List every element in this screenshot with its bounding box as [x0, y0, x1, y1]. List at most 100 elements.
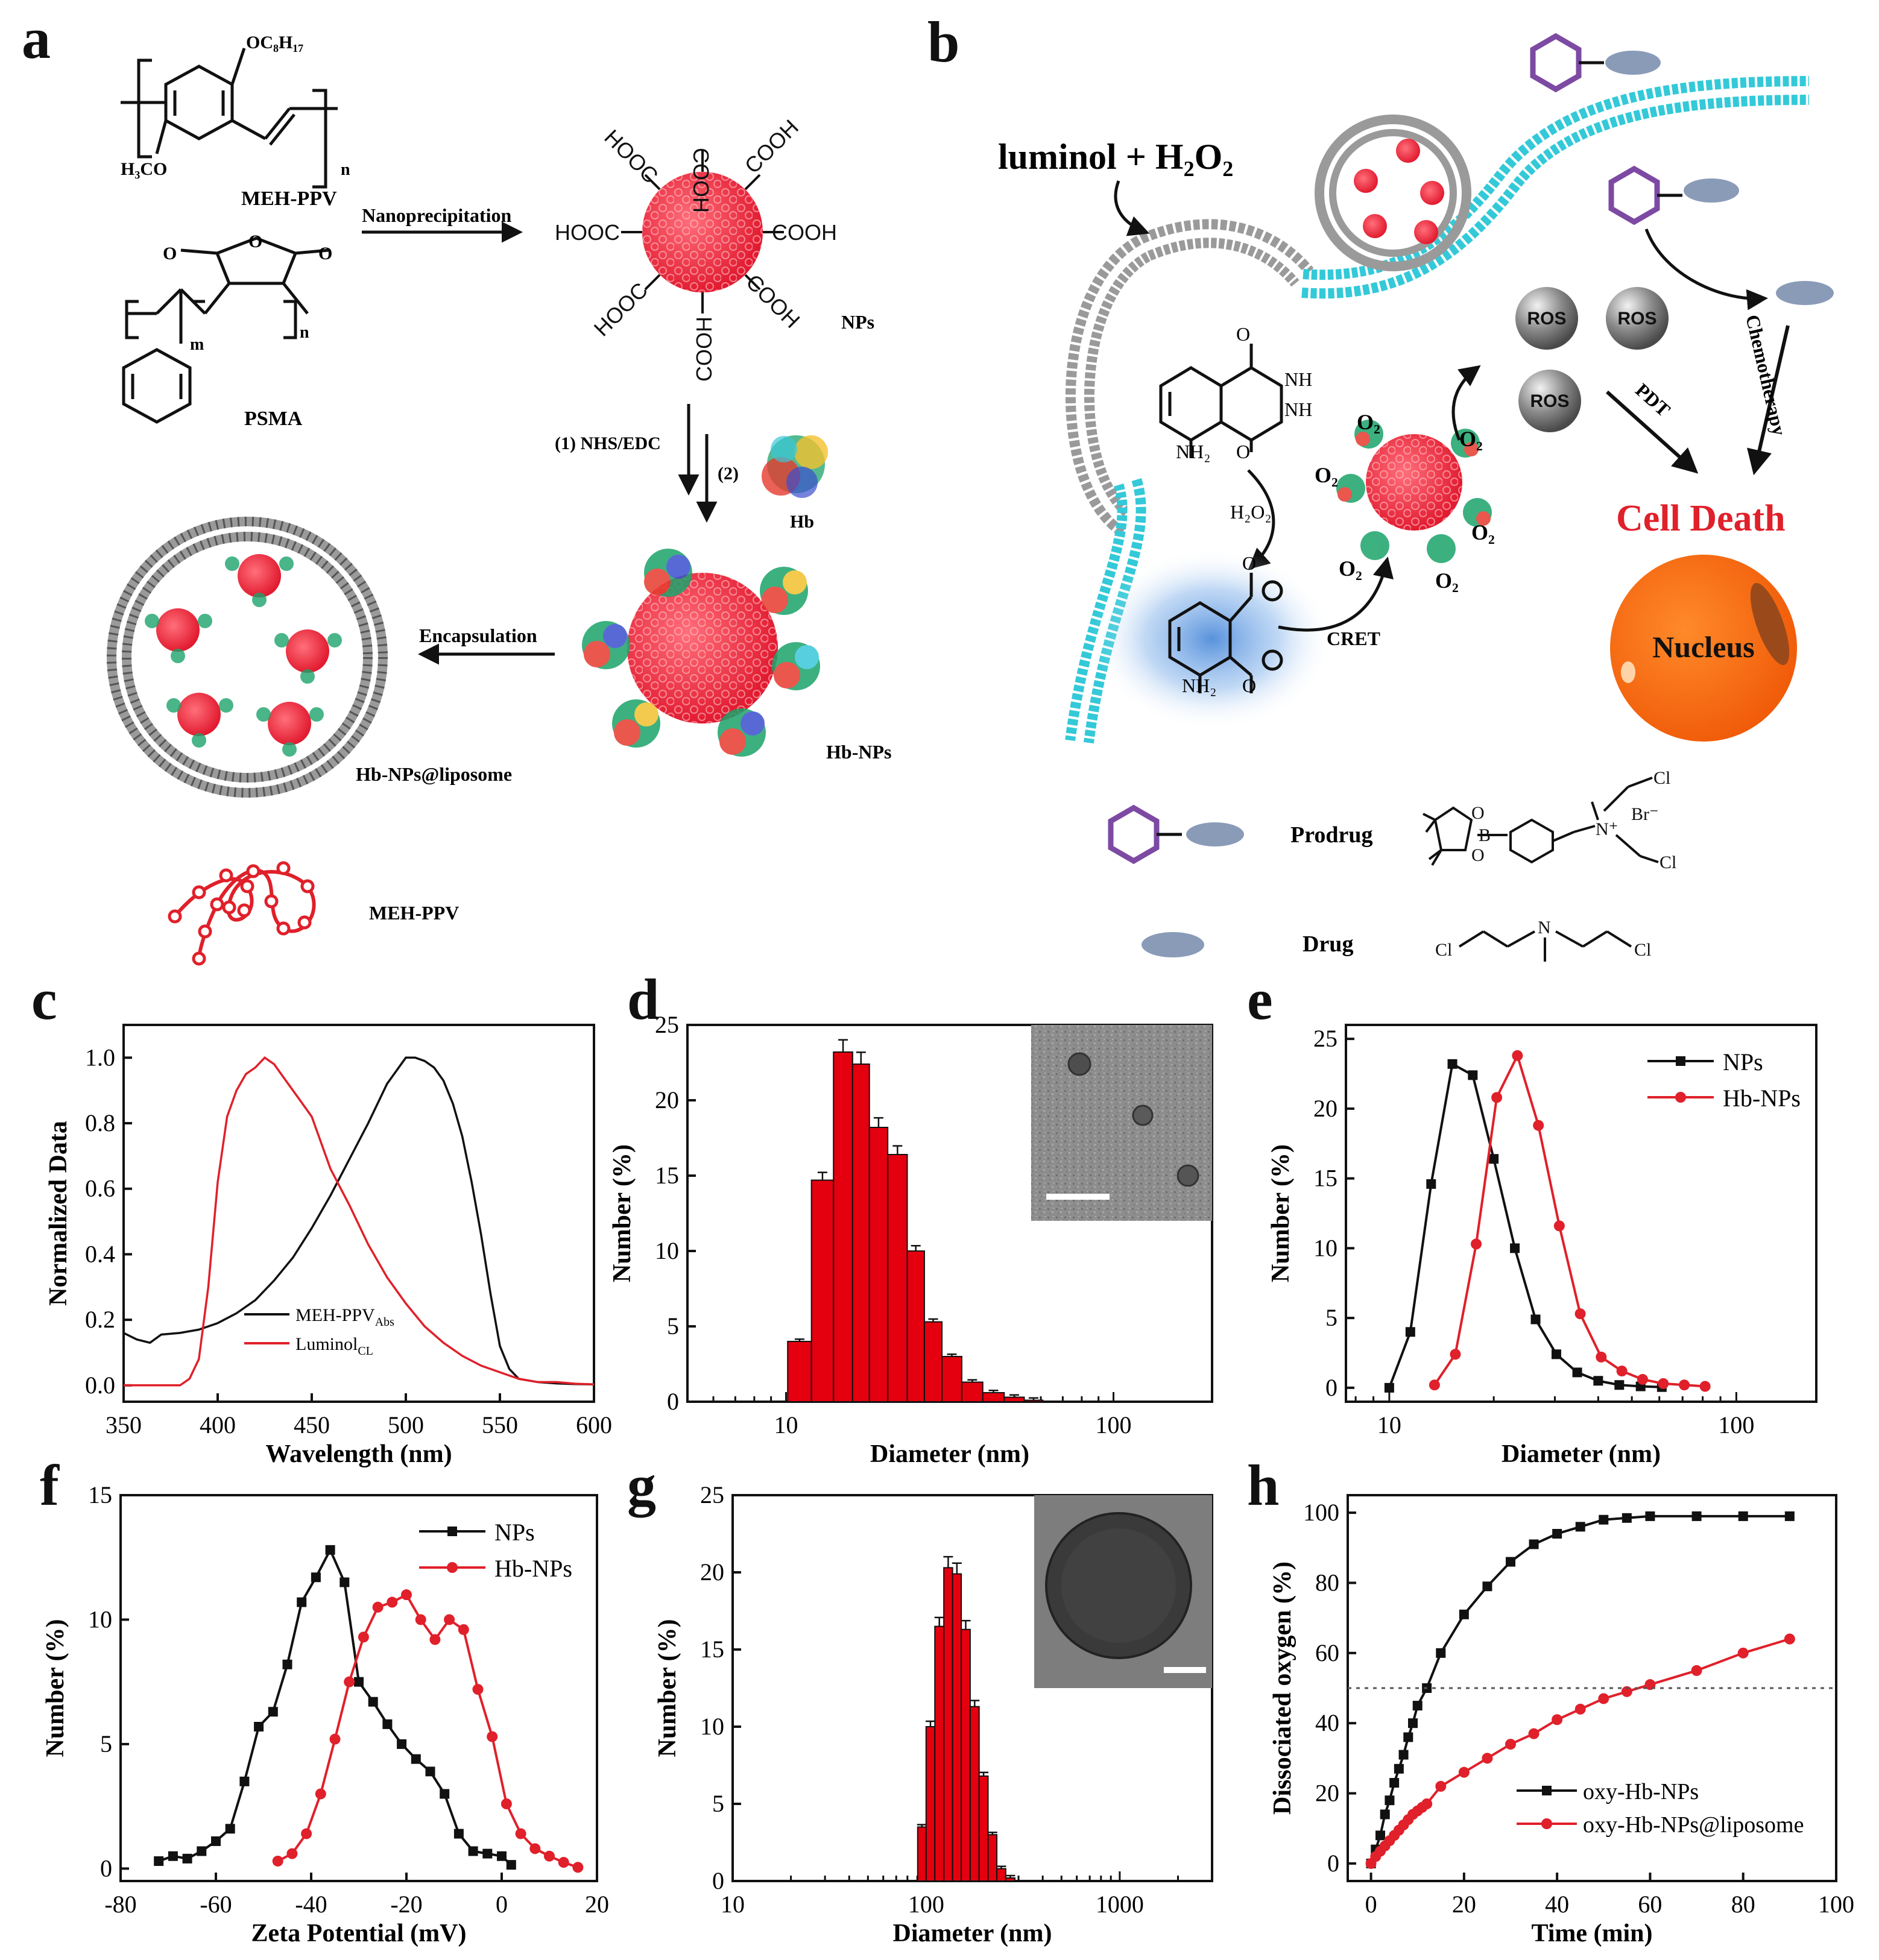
cooh-top: COOH [689, 148, 713, 213]
legend-label: LuminolCL [295, 1334, 373, 1358]
x-tick-label: -20 [390, 1891, 422, 1918]
data-point [572, 1862, 584, 1873]
data-point [1405, 1327, 1415, 1337]
pdt-label: PDT [1631, 379, 1675, 421]
data-point [1530, 1314, 1541, 1325]
x-tick-label: 10 [774, 1411, 798, 1438]
histogram-bar [987, 1834, 998, 1882]
data-point [387, 1596, 398, 1608]
x-tick-label: 10 [1377, 1411, 1401, 1438]
drug-structure [1458, 930, 1632, 962]
legend-label: MEH-PPVAbs [295, 1305, 394, 1329]
hb-label: Hb [790, 512, 814, 532]
data-point [297, 1597, 307, 1607]
data-point [197, 1846, 207, 1856]
y-tick-label: 20 [1315, 1780, 1339, 1807]
x-tick-label: 60 [1638, 1891, 1662, 1918]
aminophthalate-molecule [1168, 573, 1283, 693]
y-axis-label: Normalized Data [45, 1121, 72, 1306]
series-line [277, 1593, 579, 1869]
y-tick-label: 0 [100, 1854, 112, 1882]
cell-death-label: Cell Death [1616, 498, 1786, 539]
histogram-bar [923, 1321, 943, 1402]
data-point [1528, 1728, 1540, 1739]
legend-label: oxy-Hb-NPs@liposome [1583, 1812, 1804, 1838]
data-point [1691, 1511, 1702, 1521]
hb-nps-particle [582, 549, 820, 757]
oc8h17-label: OC₈H₁₇ [246, 33, 303, 52]
data-point [1389, 1778, 1400, 1788]
legend-marker [447, 1562, 458, 1573]
meh-ppv-structure-label: MEH-PPV [241, 187, 337, 210]
legend-subscript: Abs [375, 1316, 394, 1329]
prodrug-n-plus: N⁺ [1596, 819, 1618, 839]
data-point [211, 1836, 221, 1846]
y-tick-label: 0.6 [85, 1175, 115, 1202]
y-tick-label: 0.2 [85, 1306, 115, 1333]
x-tick-label: 100 [1818, 1891, 1854, 1918]
data-point [1506, 1557, 1515, 1567]
activation-arrow [1644, 228, 1768, 310]
data-point [1458, 1766, 1470, 1778]
y-tick-label: 60 [1315, 1639, 1339, 1666]
histogram-bar [952, 1573, 962, 1882]
data-point [1599, 1514, 1609, 1525]
data-point [440, 1789, 450, 1799]
y-tick-label: 10 [655, 1237, 679, 1264]
data-point [1421, 1798, 1433, 1809]
x-tick-label: 100 [908, 1891, 944, 1918]
prodrug-b-atom: B [1479, 825, 1491, 845]
series-line [1369, 1514, 1790, 1864]
data-point [1574, 1703, 1586, 1715]
data-point [315, 1788, 326, 1800]
prodrug-icon-top-1 [1530, 33, 1661, 93]
x-tick-label: 20 [585, 1891, 609, 1918]
data-point [444, 1614, 455, 1625]
y-tick-label: 0 [712, 1867, 724, 1894]
histogram-bar [961, 1381, 984, 1402]
histogram-bar [810, 1179, 835, 1402]
luminol-arrow [1114, 180, 1150, 236]
psma-o-top: O [248, 232, 262, 251]
aminophthalate-nh2: NH₂ [1182, 675, 1216, 696]
data-point [1394, 1763, 1404, 1774]
panel-letter-f: f [40, 1453, 60, 1517]
ros-spheres [1515, 287, 1669, 432]
x-axis-label: Time (min) [1531, 1920, 1652, 1947]
data-point [1614, 1380, 1625, 1390]
y-tick-label: 5 [1325, 1304, 1337, 1331]
data-point [282, 1659, 292, 1669]
data-point [425, 1766, 435, 1777]
plot-frame [1345, 1024, 1817, 1403]
luminol-nh-1: NH [1284, 368, 1312, 390]
series-line [1388, 1062, 1662, 1388]
chart-d: 0 5 10 15 20 25 10 100 Diameter (nm) Number (%) [608, 1011, 1213, 1468]
data-point [1699, 1381, 1711, 1392]
y-tick-label: 0.4 [85, 1240, 115, 1267]
tem-liposome-core [1061, 1528, 1176, 1643]
aminophthalate-o-2: O [1242, 675, 1256, 696]
histogram-bar [917, 1826, 927, 1882]
histogram-bar [934, 1625, 945, 1882]
data-point [1738, 1511, 1748, 1521]
histogram-bar [833, 1051, 853, 1402]
nps-label: NPs [841, 311, 874, 333]
data-point [1645, 1511, 1655, 1521]
chart-c: 0.0 0.2 0.4 0.6 0.8 1.0 350 400 450 500 550 600 Wave… [45, 1024, 612, 1468]
hb-nps-label: Hb-NPs [826, 741, 891, 763]
x-tick-label: 20 [1452, 1891, 1476, 1918]
panel-letter-h: h [1247, 1453, 1279, 1517]
data-point [1552, 1714, 1563, 1725]
x-tick-label: 450 [294, 1411, 330, 1438]
psma-o-left: O [163, 244, 177, 263]
data-point [1622, 1513, 1632, 1523]
data-point [497, 1851, 507, 1861]
y-tick-label: 5 [712, 1790, 724, 1817]
data-point [1459, 1609, 1469, 1619]
chart-g: 0 5 10 15 20 25 10 100 1000 Diameter (nm) Number (… [654, 1481, 1213, 1947]
legend-label: Hb-NPs [1723, 1085, 1801, 1112]
psma-label: PSMA [244, 408, 303, 430]
data-point [1512, 1050, 1523, 1061]
y-tick-label: 20 [655, 1086, 679, 1114]
histogram-bar [996, 1868, 1006, 1882]
